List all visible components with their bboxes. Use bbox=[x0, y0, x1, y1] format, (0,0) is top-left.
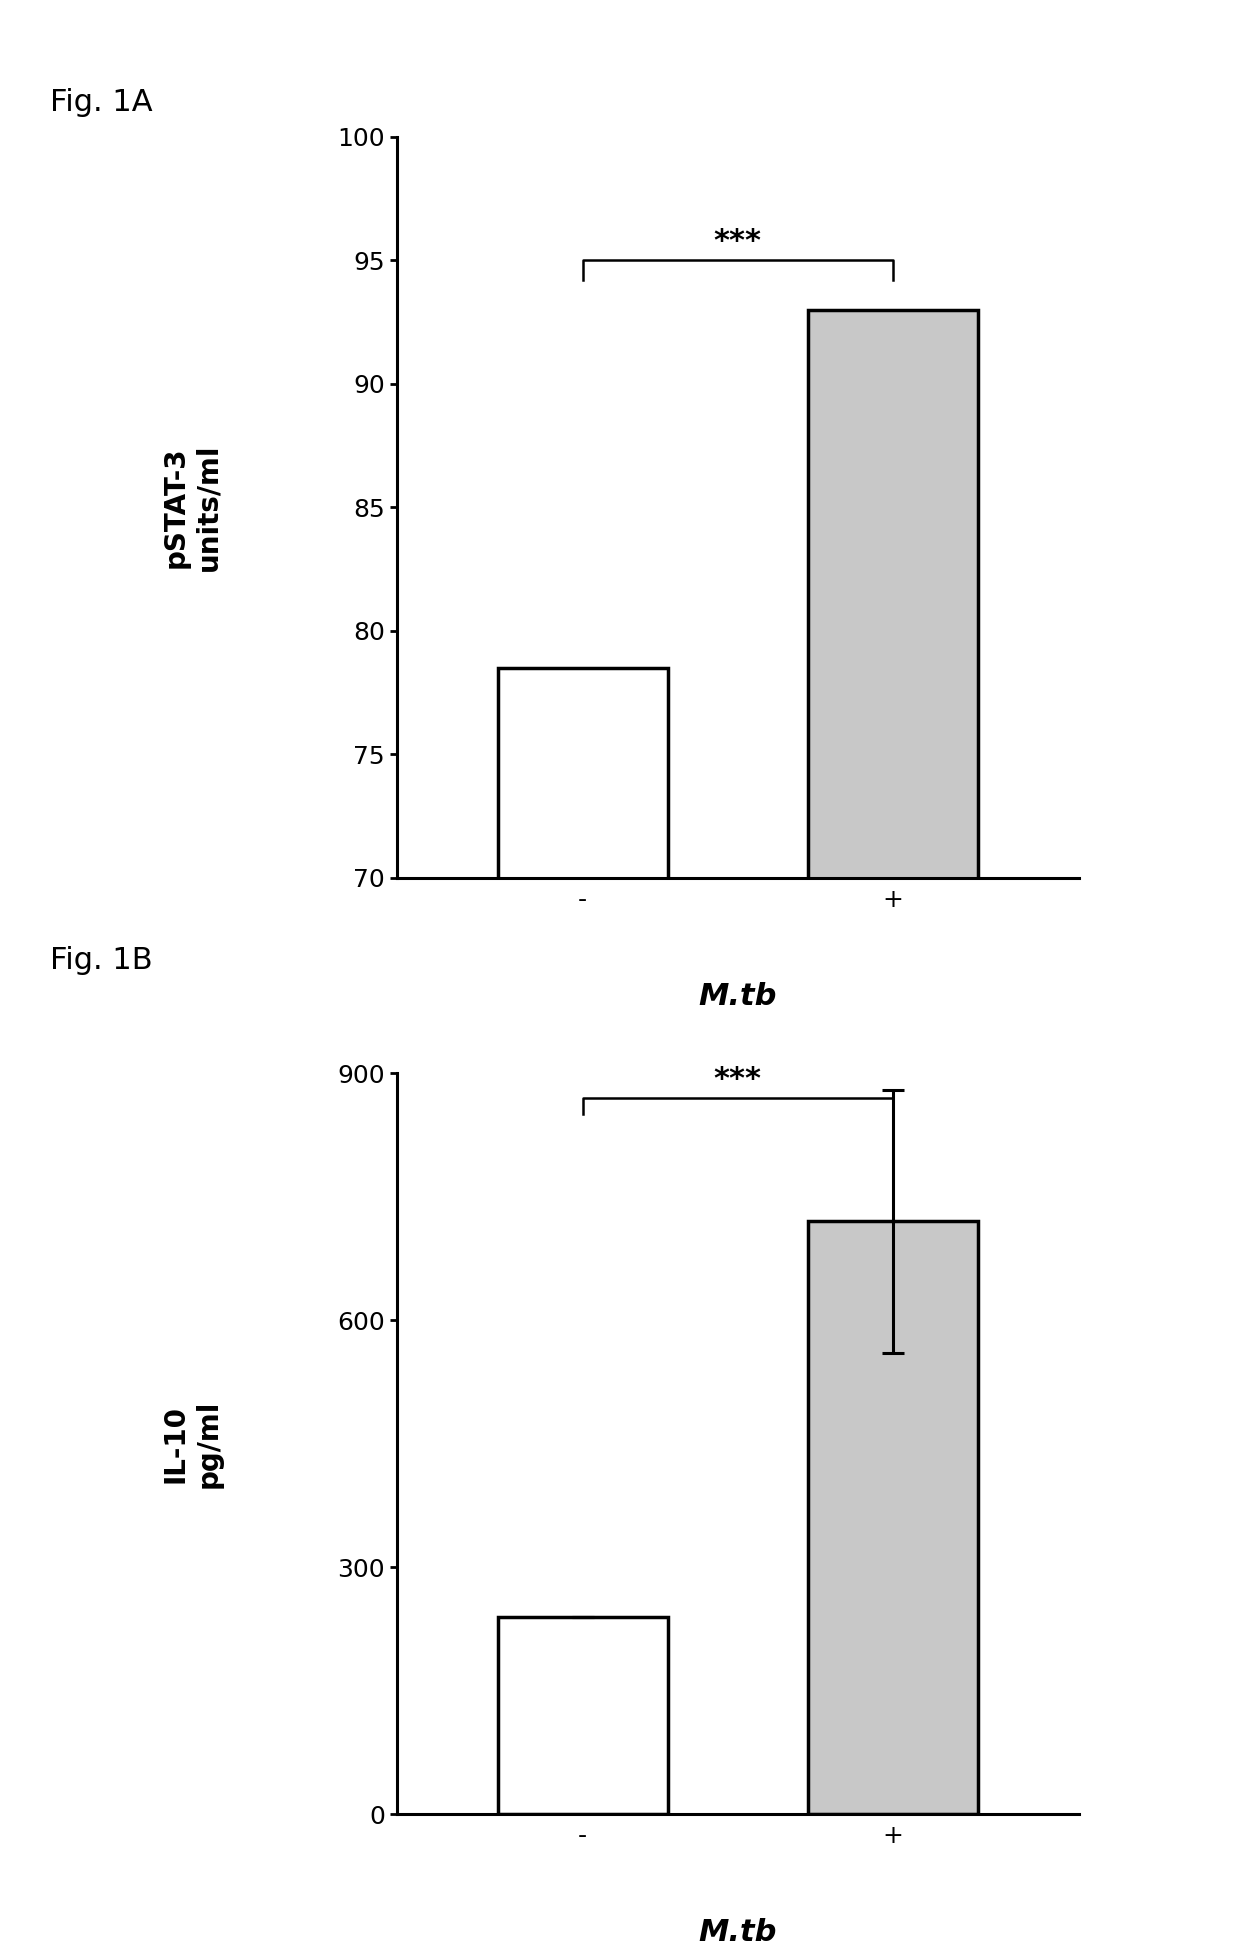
Text: Fig. 1A: Fig. 1A bbox=[50, 88, 153, 117]
Text: IL-10
pg/ml: IL-10 pg/ml bbox=[162, 1399, 222, 1489]
Bar bbox=[497, 667, 668, 1951]
Text: ***: *** bbox=[714, 228, 761, 256]
Text: pSTAT-3
units/ml: pSTAT-3 units/ml bbox=[162, 443, 222, 572]
Bar bbox=[497, 1617, 668, 1814]
Text: M.tb: M.tb bbox=[698, 981, 777, 1011]
Text: M.tb: M.tb bbox=[698, 1918, 777, 1947]
Bar bbox=[807, 310, 978, 1951]
Text: ***: *** bbox=[714, 1065, 761, 1095]
Text: Fig. 1B: Fig. 1B bbox=[50, 946, 153, 976]
Bar bbox=[807, 1221, 978, 1814]
